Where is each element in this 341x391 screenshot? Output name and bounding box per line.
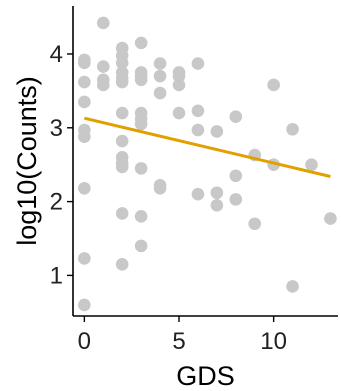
data-point-47 (191, 123, 205, 137)
data-point-15 (115, 56, 129, 70)
x-tick-label-5: 5 (172, 328, 185, 355)
data-point-6 (78, 182, 91, 195)
data-point-8 (78, 298, 91, 312)
y-tick-label-1: 1 (50, 262, 63, 289)
data-point-38 (153, 86, 167, 100)
data-point-62 (324, 212, 337, 225)
data-point-2 (78, 75, 91, 89)
data-point-45 (191, 57, 205, 70)
data-point-35 (134, 239, 148, 253)
y-tick-label-2: 2 (50, 189, 63, 216)
data-point-60 (286, 280, 299, 293)
points-layer (78, 16, 337, 312)
data-point-46 (191, 104, 205, 118)
data-point-56 (248, 217, 262, 231)
data-point-23 (115, 160, 129, 174)
data-point-42 (172, 69, 186, 83)
data-point-40 (153, 182, 167, 195)
y-tick-label-4: 4 (50, 41, 63, 68)
data-point-9 (96, 16, 110, 30)
data-point-48 (191, 187, 205, 201)
data-point-5 (78, 130, 91, 143)
data-point-10 (96, 60, 110, 73)
data-point-49 (210, 125, 224, 138)
data-point-54 (229, 193, 243, 206)
data-point-3 (78, 95, 91, 109)
data-point-51 (210, 198, 224, 212)
data-point-1 (78, 56, 91, 70)
x-axis-title: GDS (176, 361, 235, 391)
data-point-32 (134, 117, 148, 131)
data-point-52 (229, 110, 243, 124)
data-point-29 (134, 73, 148, 87)
data-point-57 (267, 78, 280, 92)
x-tick-label-0: 0 (78, 328, 91, 355)
data-point-43 (172, 78, 186, 92)
data-point-36 (153, 57, 167, 70)
data-point-24 (115, 207, 129, 220)
data-point-19 (115, 106, 129, 120)
data-point-34 (134, 210, 148, 223)
y-axis-title: log10(Counts) (12, 76, 42, 246)
y-tick-label-3: 3 (50, 115, 63, 142)
data-point-12 (96, 78, 110, 92)
data-point-18 (115, 75, 129, 89)
x-tick-label-10: 10 (260, 328, 287, 355)
ticks-layer: 1 2 3 4 0 5 10 (50, 41, 287, 355)
data-point-7 (78, 252, 91, 265)
data-point-59 (286, 122, 299, 136)
data-point-25 (115, 258, 129, 271)
data-point-37 (153, 69, 167, 83)
trend-line (84, 116, 331, 178)
data-point-53 (229, 169, 243, 183)
data-point-61 (305, 158, 318, 171)
data-point-33 (134, 162, 148, 175)
data-point-20 (115, 134, 129, 148)
data-point-26 (134, 36, 148, 50)
data-point-44 (172, 106, 186, 120)
data-point-50 (210, 186, 224, 200)
